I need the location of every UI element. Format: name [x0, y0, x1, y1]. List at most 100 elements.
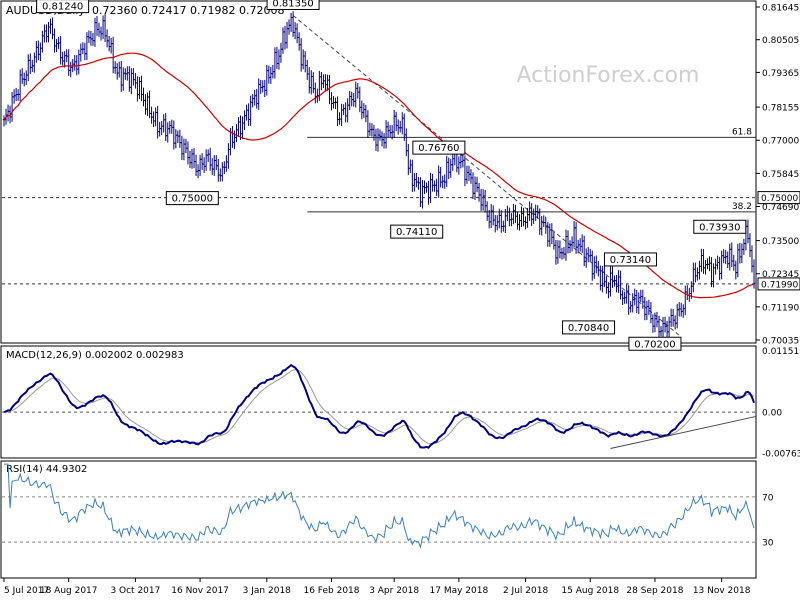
rsi-title: RSI(14) 44.9302	[6, 464, 87, 475]
price-bar	[126, 66, 129, 81]
price-bar	[740, 243, 744, 264]
price-annotation-5: 0.73140	[603, 252, 657, 267]
price-bar	[265, 64, 269, 96]
price-bar	[382, 133, 386, 149]
price-bar	[475, 176, 479, 193]
price-bar	[736, 243, 740, 278]
price-bar	[204, 149, 208, 171]
price-bar	[249, 95, 252, 126]
price-bar	[463, 155, 467, 187]
price-bar	[190, 148, 194, 169]
x-tick-label: 3 Apr 2018	[369, 586, 419, 596]
price-bar	[587, 247, 590, 263]
price-bar	[33, 52, 36, 73]
price-bar	[485, 201, 489, 221]
price-bar	[120, 60, 123, 92]
price-bar	[651, 314, 655, 333]
price-bar	[532, 208, 535, 224]
price-bar	[97, 22, 101, 37]
price-bar	[174, 129, 178, 149]
price-bar	[87, 30, 91, 43]
price-bar	[358, 86, 361, 113]
price-bar	[477, 182, 481, 202]
price-bar	[655, 311, 659, 328]
rsi-line	[4, 463, 755, 550]
price-bar	[83, 42, 87, 61]
price-bar	[101, 15, 105, 40]
price-bar	[37, 40, 40, 61]
price-bar	[130, 68, 133, 95]
x-tick-label: 28 Sep 2018	[626, 586, 683, 596]
price-bar	[182, 138, 186, 161]
price-bar	[312, 72, 315, 94]
x-tick-label: 16 Nov 2017	[171, 586, 229, 596]
price-annotation-8: 0.73930	[693, 219, 747, 234]
price-bar	[283, 25, 287, 50]
price-bar	[627, 285, 630, 315]
price-bar	[77, 49, 80, 75]
price-bar	[150, 106, 153, 124]
price-bar	[227, 143, 230, 169]
price-bar	[409, 159, 412, 174]
price-bar	[334, 97, 337, 110]
price-bar	[208, 147, 212, 171]
price-bar	[170, 119, 173, 134]
price-bar	[471, 172, 475, 200]
price-bar	[281, 27, 285, 54]
svg-text:0.75000: 0.75000	[761, 194, 798, 204]
price-bar	[366, 110, 370, 138]
price-bar	[730, 242, 733, 268]
price-bar	[279, 42, 283, 63]
price-bar	[413, 172, 416, 192]
price-y-tick-label: 0.81645	[762, 4, 799, 14]
svg-text:0.76760: 0.76760	[418, 143, 459, 154]
price-bar	[443, 174, 446, 189]
price-bar	[465, 165, 469, 184]
price-bar	[59, 36, 62, 65]
price-bar	[362, 103, 366, 118]
price-bar	[25, 70, 28, 86]
macd-signal-line	[3, 369, 755, 445]
price-y-tick-label: 0.73500	[762, 237, 799, 247]
price-bar	[750, 245, 754, 273]
price-bar	[217, 158, 220, 182]
x-tick-label: 18 Aug 2017	[40, 586, 98, 596]
price-bar	[148, 90, 151, 119]
price-y-tick-label: 0.71190	[762, 303, 799, 313]
price-bar	[609, 266, 612, 297]
price-bar	[633, 288, 636, 306]
price-bar	[352, 92, 355, 107]
price-bar	[629, 301, 632, 313]
price-bar	[330, 92, 333, 111]
price-bar	[213, 155, 216, 176]
price-bar	[479, 188, 483, 211]
price-bar	[81, 42, 85, 55]
price-bar	[417, 177, 420, 190]
price-bar	[12, 89, 16, 104]
price-bar	[694, 262, 697, 283]
price-bar	[374, 128, 378, 151]
price-bar	[304, 51, 307, 73]
price-bar	[231, 126, 234, 148]
price-bar	[617, 270, 620, 293]
price-bar	[469, 169, 473, 184]
price-bar	[140, 75, 143, 102]
fib-label-3: 38.2	[732, 202, 752, 212]
price-bar	[308, 67, 311, 94]
price-bar	[700, 248, 703, 272]
price-bar	[370, 123, 374, 137]
price-bar	[55, 39, 58, 52]
x-tick-label: 3 Jan 2018	[243, 586, 291, 596]
price-bar	[552, 231, 556, 250]
price-bar	[277, 49, 281, 70]
price-bar	[69, 61, 72, 78]
svg-text:0.81240: 0.81240	[42, 2, 83, 13]
price-bar	[269, 66, 273, 84]
price-bar	[186, 141, 190, 165]
price-bar	[728, 243, 731, 271]
price-bar	[194, 154, 198, 176]
price-bar	[570, 236, 574, 252]
price-bar	[746, 219, 750, 244]
watermark: ActionForex.com	[517, 63, 700, 88]
price-bar	[356, 83, 359, 99]
